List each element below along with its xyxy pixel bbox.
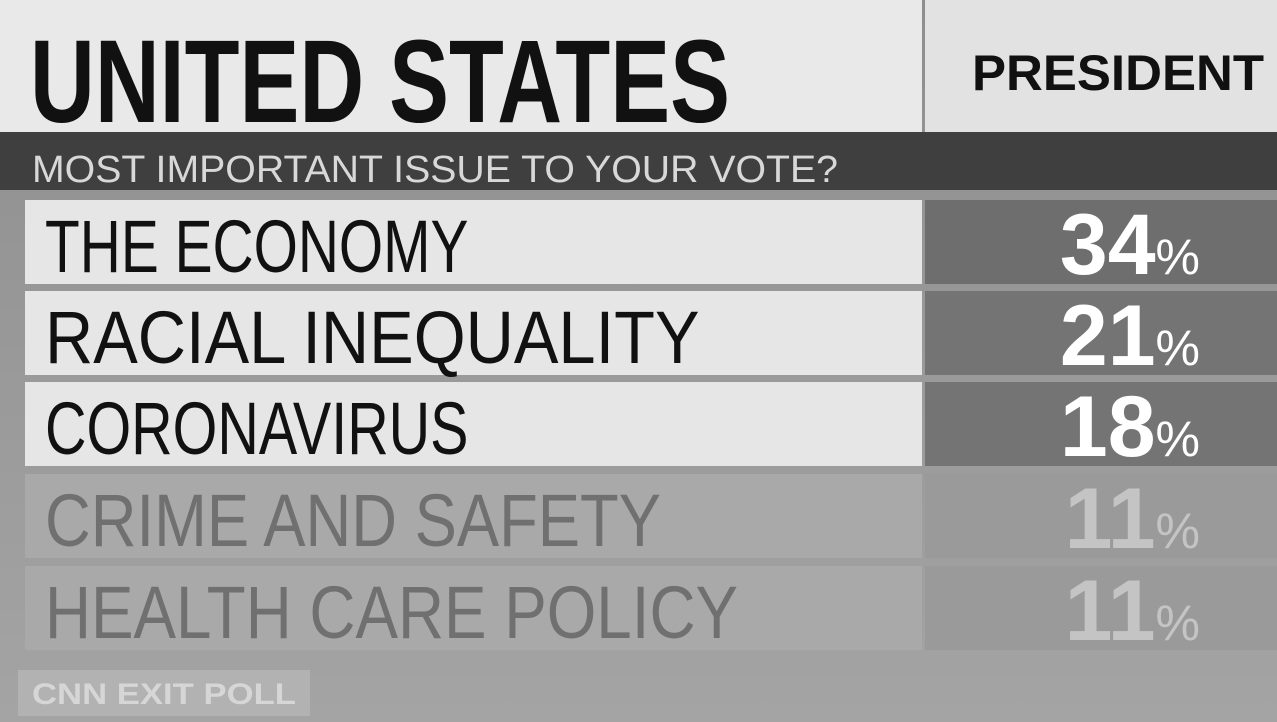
unit: % [1156, 411, 1200, 467]
issue-label: HEALTH CARE POLICY [45, 571, 738, 654]
value: 11 [1065, 471, 1156, 567]
issue-label: CRIME AND SAFETY [45, 479, 661, 562]
unit: % [1156, 595, 1200, 651]
issue-label: CORONAVIRUS [45, 387, 469, 470]
value-cell [925, 566, 1277, 650]
unit: % [1156, 503, 1200, 559]
value: 21 [1060, 288, 1156, 384]
issue-cell [25, 474, 922, 558]
value: 11 [1065, 563, 1156, 659]
issue-cell [25, 200, 922, 284]
value-cell [925, 382, 1277, 466]
question-band [0, 132, 1277, 190]
value-cell [925, 291, 1277, 375]
title: UNITED STATES [30, 16, 730, 148]
value: 18 [1060, 379, 1156, 475]
issue-cell [25, 566, 922, 650]
value-cell [925, 474, 1277, 558]
value-text: 11% [1065, 563, 1200, 659]
value-text: 11% [1065, 471, 1200, 567]
value: 34 [1060, 197, 1156, 293]
issue-label: THE ECONOMY [45, 205, 469, 288]
unit: % [1156, 229, 1200, 285]
title-band [0, 0, 922, 132]
value-text: 21% [1060, 288, 1200, 384]
issue-cell [25, 291, 922, 375]
issue-cell [25, 382, 922, 466]
unit: % [1156, 320, 1200, 376]
value-text: 34% [1060, 197, 1200, 293]
footer: CNN EXIT POLL [32, 678, 296, 711]
footer-band [18, 670, 310, 716]
rows: THE ECONOMY 34% RACIAL INEQUALITY 21% CORONA… [25, 197, 1277, 659]
question: MOST IMPORTANT ISSUE TO YOUR VOTE? [32, 149, 838, 191]
issue-label: RACIAL INEQUALITY [45, 296, 700, 379]
race: PRESIDENT [972, 45, 1264, 101]
value-cell [925, 200, 1277, 284]
race-band [925, 0, 1277, 132]
value-text: 18% [1060, 379, 1200, 475]
